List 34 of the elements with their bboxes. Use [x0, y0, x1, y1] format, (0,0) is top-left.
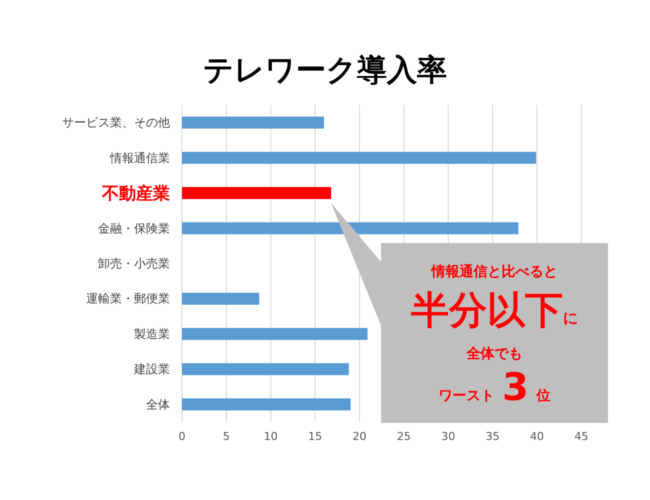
x-tick-label: 20 — [352, 430, 366, 443]
bar — [182, 363, 349, 376]
bar — [182, 292, 260, 305]
chart-title: テレワーク導入率 — [203, 53, 447, 88]
x-tick-label: 10 — [264, 430, 278, 443]
annotation: 位 — [536, 388, 551, 404]
bar — [182, 222, 518, 234]
x-tick-label: 15 — [308, 430, 322, 443]
y-tick-label: 製造業 — [134, 326, 170, 341]
annotation: 情報通信と比べると — [430, 263, 558, 280]
x-tick-label: 25 — [396, 430, 411, 443]
annotation: に — [563, 309, 578, 327]
y-tick-label: 運輸業・郵便業 — [86, 292, 170, 306]
x-tick-label: 40 — [530, 430, 544, 443]
bar — [182, 328, 368, 340]
bar — [182, 152, 536, 164]
y-tick-label: 情報通信業 — [109, 150, 170, 165]
y-tick-label: 不動産業 — [101, 184, 170, 204]
x-tick-label: 35 — [486, 430, 500, 443]
x-tick-label: 45 — [574, 430, 588, 443]
y-tick-label: サービス業、その他 — [62, 116, 170, 130]
y-tick-label: 全体 — [146, 397, 170, 412]
bar — [182, 187, 332, 200]
annotation: ワースト — [438, 388, 494, 404]
x-tick-label: 30 — [441, 430, 456, 443]
y-tick-label: 卸売・小売業 — [98, 256, 170, 270]
x-tick-label: 0 — [178, 430, 186, 443]
annotation: 3 — [502, 365, 529, 409]
y-tick-label: 金融・保険業 — [98, 221, 170, 236]
x-tick-label: 5 — [222, 430, 230, 443]
bar — [182, 398, 351, 410]
annotation: 全体でも — [466, 346, 522, 362]
bar — [182, 116, 324, 129]
y-tick-label: 建設業 — [133, 362, 170, 376]
